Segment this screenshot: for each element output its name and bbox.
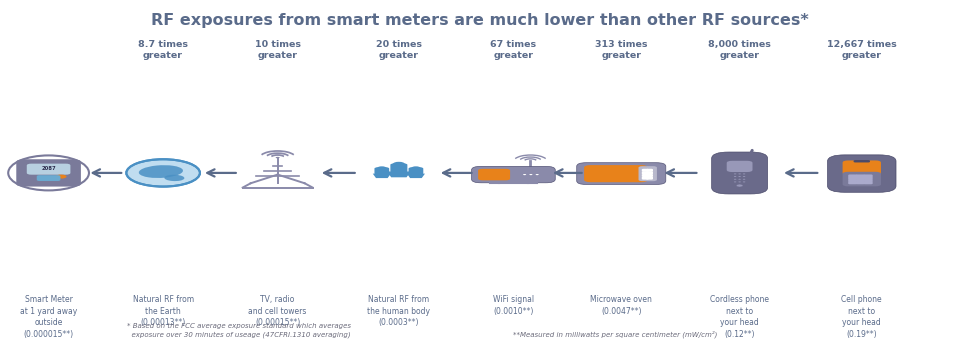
Text: WiFi signal
(0.0010**): WiFi signal (0.0010**) <box>492 295 534 316</box>
Text: Microwave oven
(0.0047**): Microwave oven (0.0047**) <box>590 295 652 316</box>
FancyBboxPatch shape <box>27 164 70 175</box>
Circle shape <box>412 166 420 170</box>
Text: Cordless phone
next to
your head
(0.12**): Cordless phone next to your head (0.12**… <box>710 295 769 338</box>
FancyBboxPatch shape <box>843 172 881 186</box>
FancyBboxPatch shape <box>855 181 865 184</box>
Circle shape <box>743 176 745 177</box>
Text: Natural RF from
the human body
(0.0003**): Natural RF from the human body (0.0003**… <box>368 295 430 327</box>
FancyBboxPatch shape <box>646 174 653 177</box>
FancyBboxPatch shape <box>863 177 873 180</box>
FancyBboxPatch shape <box>478 169 510 180</box>
Circle shape <box>529 174 533 175</box>
FancyBboxPatch shape <box>843 161 881 175</box>
Polygon shape <box>387 171 411 177</box>
Text: Cell phone
next to
your head
(0.19**): Cell phone next to your head (0.19**) <box>842 295 882 338</box>
Text: 12,667 times
greater: 12,667 times greater <box>827 40 897 60</box>
FancyBboxPatch shape <box>638 166 657 181</box>
Ellipse shape <box>9 156 89 190</box>
FancyBboxPatch shape <box>646 169 653 172</box>
FancyBboxPatch shape <box>646 176 653 180</box>
FancyBboxPatch shape <box>849 181 857 184</box>
Circle shape <box>523 174 526 175</box>
Text: 8.7 times
greater: 8.7 times greater <box>138 40 188 60</box>
Text: TV, radio
and cell towers
(0.00015**): TV, radio and cell towers (0.00015**) <box>249 295 307 327</box>
FancyBboxPatch shape <box>711 152 768 194</box>
Text: 8,000 times
greater: 8,000 times greater <box>708 40 771 60</box>
FancyBboxPatch shape <box>646 171 653 175</box>
Text: 20 times
greater: 20 times greater <box>376 40 421 60</box>
Text: **Measured in milliwatts per square centimeter (mW/cm²): **Measured in milliwatts per square cent… <box>514 330 718 338</box>
FancyBboxPatch shape <box>409 167 423 175</box>
FancyBboxPatch shape <box>642 174 649 177</box>
FancyBboxPatch shape <box>471 166 555 183</box>
Circle shape <box>733 176 736 177</box>
Circle shape <box>738 181 741 183</box>
FancyBboxPatch shape <box>863 175 873 177</box>
Circle shape <box>743 179 745 180</box>
Circle shape <box>733 179 736 180</box>
Text: 67 times
greater: 67 times greater <box>491 40 537 60</box>
Circle shape <box>738 176 741 177</box>
Ellipse shape <box>139 165 183 178</box>
Circle shape <box>393 162 405 166</box>
FancyBboxPatch shape <box>642 171 649 175</box>
FancyBboxPatch shape <box>642 176 649 180</box>
FancyBboxPatch shape <box>849 177 857 180</box>
Text: 2087: 2087 <box>41 166 56 171</box>
Text: Natural RF from
the Earth
(0.00013**): Natural RF from the Earth (0.00013**) <box>132 295 194 327</box>
FancyBboxPatch shape <box>828 155 896 192</box>
Text: RF exposures from smart meters are much lower than other RF sources*: RF exposures from smart meters are much … <box>151 13 809 28</box>
FancyBboxPatch shape <box>849 175 857 177</box>
FancyBboxPatch shape <box>853 160 870 162</box>
Ellipse shape <box>164 175 184 181</box>
FancyBboxPatch shape <box>863 181 873 184</box>
FancyBboxPatch shape <box>855 175 865 177</box>
FancyBboxPatch shape <box>374 167 389 175</box>
Polygon shape <box>372 174 391 178</box>
Text: 313 times
greater: 313 times greater <box>595 40 647 60</box>
FancyBboxPatch shape <box>577 163 666 184</box>
FancyBboxPatch shape <box>855 177 865 180</box>
FancyBboxPatch shape <box>727 161 753 172</box>
Circle shape <box>377 166 386 170</box>
Circle shape <box>276 157 279 158</box>
Circle shape <box>738 179 741 180</box>
FancyBboxPatch shape <box>584 165 648 182</box>
FancyBboxPatch shape <box>863 179 873 182</box>
Text: * Based on the FCC average exposure standard which averages
  exposure over 30 m: * Based on the FCC average exposure stan… <box>127 323 350 338</box>
Text: 10 times
greater: 10 times greater <box>254 40 300 60</box>
FancyBboxPatch shape <box>642 169 649 172</box>
Circle shape <box>127 159 200 186</box>
FancyBboxPatch shape <box>849 179 857 182</box>
Circle shape <box>743 181 745 183</box>
FancyBboxPatch shape <box>391 163 407 173</box>
FancyBboxPatch shape <box>16 159 81 186</box>
Text: Smart Meter
at 1 yard away
outside
(0.000015**): Smart Meter at 1 yard away outside (0.00… <box>20 295 77 338</box>
FancyBboxPatch shape <box>36 175 60 181</box>
Circle shape <box>536 174 539 175</box>
FancyBboxPatch shape <box>855 179 865 182</box>
Polygon shape <box>407 174 425 178</box>
Circle shape <box>56 175 66 179</box>
Circle shape <box>733 181 736 183</box>
